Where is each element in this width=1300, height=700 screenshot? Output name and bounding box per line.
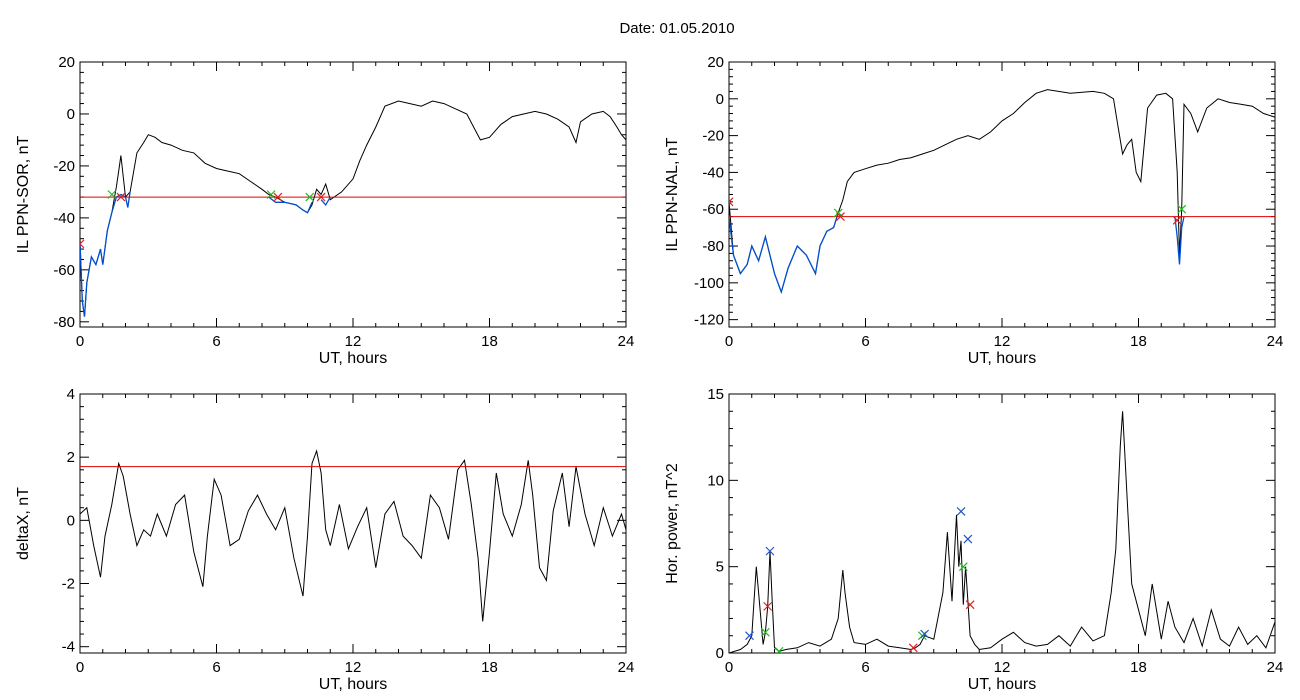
end-marker xyxy=(273,192,283,202)
series-line xyxy=(80,100,626,317)
x-tick-label: 0 xyxy=(725,659,733,676)
end-marker xyxy=(965,600,975,610)
y-axis-label: IL PPN-SOR, nT xyxy=(15,135,32,253)
series-line xyxy=(729,89,1275,294)
y-tick-label: -20 xyxy=(702,128,724,145)
x-tick-label: 18 xyxy=(1130,333,1147,350)
y-tick-label: 15 xyxy=(707,386,724,403)
highlight-segment xyxy=(80,191,131,317)
y-tick-label: -60 xyxy=(702,201,724,218)
x-tick-label: 12 xyxy=(994,659,1011,676)
start-marker xyxy=(774,646,784,653)
y-tick-label: -4 xyxy=(62,639,75,656)
highlight-segment xyxy=(320,196,331,207)
x-tick-label: 6 xyxy=(212,659,220,676)
y-tick-label: -2 xyxy=(62,576,75,593)
x-axis-label: UT, hours xyxy=(319,676,387,693)
series-line xyxy=(729,411,1275,653)
x-tick-label: 24 xyxy=(1267,659,1284,676)
panel-ppn-nal: 0 6 12 18 24 -120 -100 -80 -60 -40 -20 0 20 UT, hours… xyxy=(664,54,1283,367)
y-tick-label: -40 xyxy=(53,210,75,227)
x-tick-label: 24 xyxy=(618,659,635,676)
x-tick-label: 6 xyxy=(861,333,869,350)
y-tick-label: 0 xyxy=(67,106,75,123)
end-marker xyxy=(908,643,918,653)
y-tick-label: -80 xyxy=(53,314,75,331)
y-axis-label: Hor. power, nT^2 xyxy=(664,463,681,584)
plot-area xyxy=(80,100,626,317)
y-tick-label: 4 xyxy=(67,386,75,403)
x-tick-label: 0 xyxy=(76,659,84,676)
y-tick-label: 0 xyxy=(716,645,724,662)
plot-area xyxy=(729,411,1275,653)
start-marker xyxy=(760,627,770,637)
y-tick-label: 2 xyxy=(67,449,75,466)
panel-hor-power: 0 6 12 18 24 0 5 10 15 UT, hours Hor. power, nT^2 xyxy=(664,386,1283,693)
plot-frame xyxy=(728,61,1276,328)
end-marker xyxy=(763,601,773,611)
x-tick-label: 12 xyxy=(345,659,362,676)
end-marker xyxy=(836,212,845,222)
plot-frame xyxy=(79,393,627,654)
y-tick-label: 20 xyxy=(707,54,724,71)
y-tick-label: 20 xyxy=(58,54,75,71)
x-tick-label: 12 xyxy=(994,333,1011,350)
y-tick-label: -20 xyxy=(53,158,75,175)
peak-marker xyxy=(765,546,775,556)
plot-frame xyxy=(79,61,627,328)
y-tick-label: 5 xyxy=(716,559,724,576)
end-marker xyxy=(80,239,85,249)
panel-ppn-sor: 0 6 12 18 24 -80 -60 -40 -20 0 20 UT, hours IL PPN-S… xyxy=(15,54,634,367)
peak-marker xyxy=(963,534,973,544)
y-axis-label: IL PPN-NAL, nT xyxy=(664,137,681,251)
start-marker xyxy=(305,192,315,202)
start-marker xyxy=(1177,204,1187,214)
x-tick-label: 18 xyxy=(1130,659,1147,676)
x-tick-label: 6 xyxy=(212,333,220,350)
peak-marker xyxy=(920,629,930,639)
end-marker xyxy=(729,197,734,207)
x-tick-label: 24 xyxy=(1267,333,1284,350)
plot-area xyxy=(80,449,626,622)
highlight-segment xyxy=(1174,216,1185,265)
end-marker xyxy=(116,192,126,202)
start-marker xyxy=(958,562,968,572)
end-marker xyxy=(1172,215,1182,225)
plot-frame xyxy=(728,393,1276,654)
peak-marker xyxy=(745,631,754,641)
x-axis-label: UT, hours xyxy=(968,350,1036,367)
y-tick-label: -120 xyxy=(694,312,724,329)
x-tick-label: 0 xyxy=(76,333,84,350)
y-tick-label: 0 xyxy=(67,512,75,529)
x-tick-label: 6 xyxy=(861,659,869,676)
x-tick-label: 0 xyxy=(725,333,733,350)
series-line xyxy=(80,449,626,622)
highlight-segment xyxy=(729,211,844,295)
x-axis-label: UT, hours xyxy=(319,350,387,367)
x-tick-label: 18 xyxy=(481,333,498,350)
figure-title: Date: 01.05.2010 xyxy=(619,20,734,37)
y-tick-label: -60 xyxy=(53,262,75,279)
x-tick-label: 24 xyxy=(618,333,635,350)
x-tick-label: 12 xyxy=(345,333,362,350)
start-marker xyxy=(107,190,117,199)
start-marker xyxy=(266,190,276,199)
x-tick-label: 18 xyxy=(481,659,498,676)
y-tick-label: -40 xyxy=(702,164,724,181)
y-tick-label: -80 xyxy=(702,238,724,255)
y-axis-label: deltaX, nT xyxy=(15,487,32,560)
plot-area xyxy=(729,89,1275,295)
y-tick-label: -100 xyxy=(694,275,724,292)
y-tick-label: 10 xyxy=(707,472,724,489)
peak-marker xyxy=(956,506,966,516)
y-tick-label: 0 xyxy=(716,91,724,108)
x-axis-label: UT, hours xyxy=(968,676,1036,693)
end-marker xyxy=(316,192,326,202)
highlight-segment xyxy=(268,196,313,214)
